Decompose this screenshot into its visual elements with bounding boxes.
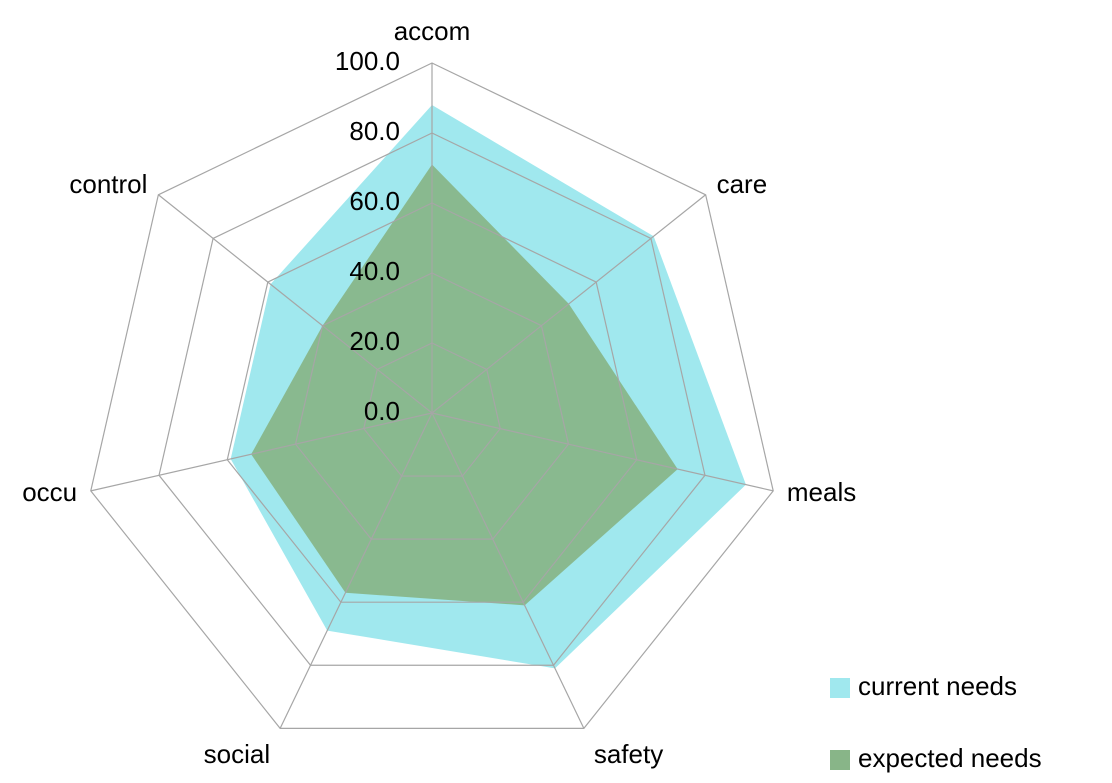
tick-label: 0.0 [364, 396, 400, 426]
legend-swatch [830, 750, 850, 770]
grid-ring [226, 202, 638, 603]
category-label: safety [594, 739, 663, 769]
grid-ring [90, 62, 774, 729]
grid-ring [363, 342, 501, 477]
tick-label: 40.0 [349, 256, 400, 286]
axis-spoke [431, 412, 774, 492]
tick-label: 20.0 [349, 326, 400, 356]
axis-spoke [90, 412, 433, 492]
legend-swatch [830, 678, 850, 698]
grid-ring [158, 132, 706, 666]
tick-label: 80.0 [349, 116, 400, 146]
axis-spoke [431, 194, 707, 414]
category-label: accom [394, 16, 471, 46]
grid-ring [294, 272, 570, 540]
axis-spoke [157, 194, 433, 414]
tick-label: 100.0 [335, 46, 400, 76]
legend-label: current needs [858, 671, 1017, 701]
series-area [251, 164, 678, 606]
tick-label: 60.0 [349, 186, 400, 216]
legend-label: expected needs [858, 743, 1042, 773]
category-label: care [717, 169, 768, 199]
category-label: occu [22, 477, 77, 507]
category-label: social [204, 739, 270, 769]
axis-spoke [279, 412, 433, 729]
axis-spoke [431, 412, 585, 729]
category-label: meals [787, 477, 856, 507]
category-label: control [69, 169, 147, 199]
